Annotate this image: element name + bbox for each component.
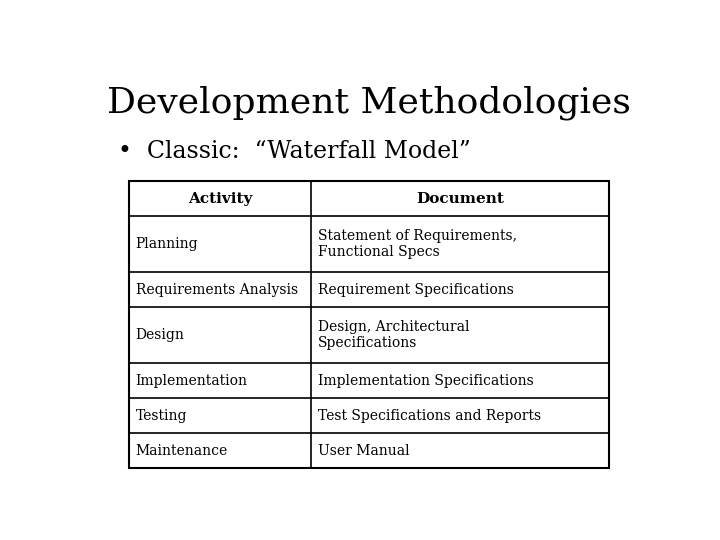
Text: Activity: Activity: [188, 192, 253, 206]
Text: Testing: Testing: [136, 409, 187, 423]
Text: Design: Design: [136, 328, 184, 342]
Text: Implementation Specifications: Implementation Specifications: [318, 374, 534, 388]
Text: Implementation: Implementation: [136, 374, 248, 388]
Text: Design, Architectural
Specifications: Design, Architectural Specifications: [318, 320, 469, 350]
Text: Statement of Requirements,
Functional Specs: Statement of Requirements, Functional Sp…: [318, 229, 517, 259]
Text: Requirement Specifications: Requirement Specifications: [318, 282, 514, 296]
Text: Development Methodologies: Development Methodologies: [107, 85, 631, 120]
Text: •  Classic:  “Waterfall Model”: • Classic: “Waterfall Model”: [118, 140, 471, 163]
Text: Test Specifications and Reports: Test Specifications and Reports: [318, 409, 541, 423]
Text: User Manual: User Manual: [318, 444, 410, 457]
Text: Document: Document: [416, 192, 504, 206]
Text: Planning: Planning: [136, 237, 199, 251]
Text: Requirements Analysis: Requirements Analysis: [136, 282, 298, 296]
Text: Maintenance: Maintenance: [136, 444, 228, 457]
